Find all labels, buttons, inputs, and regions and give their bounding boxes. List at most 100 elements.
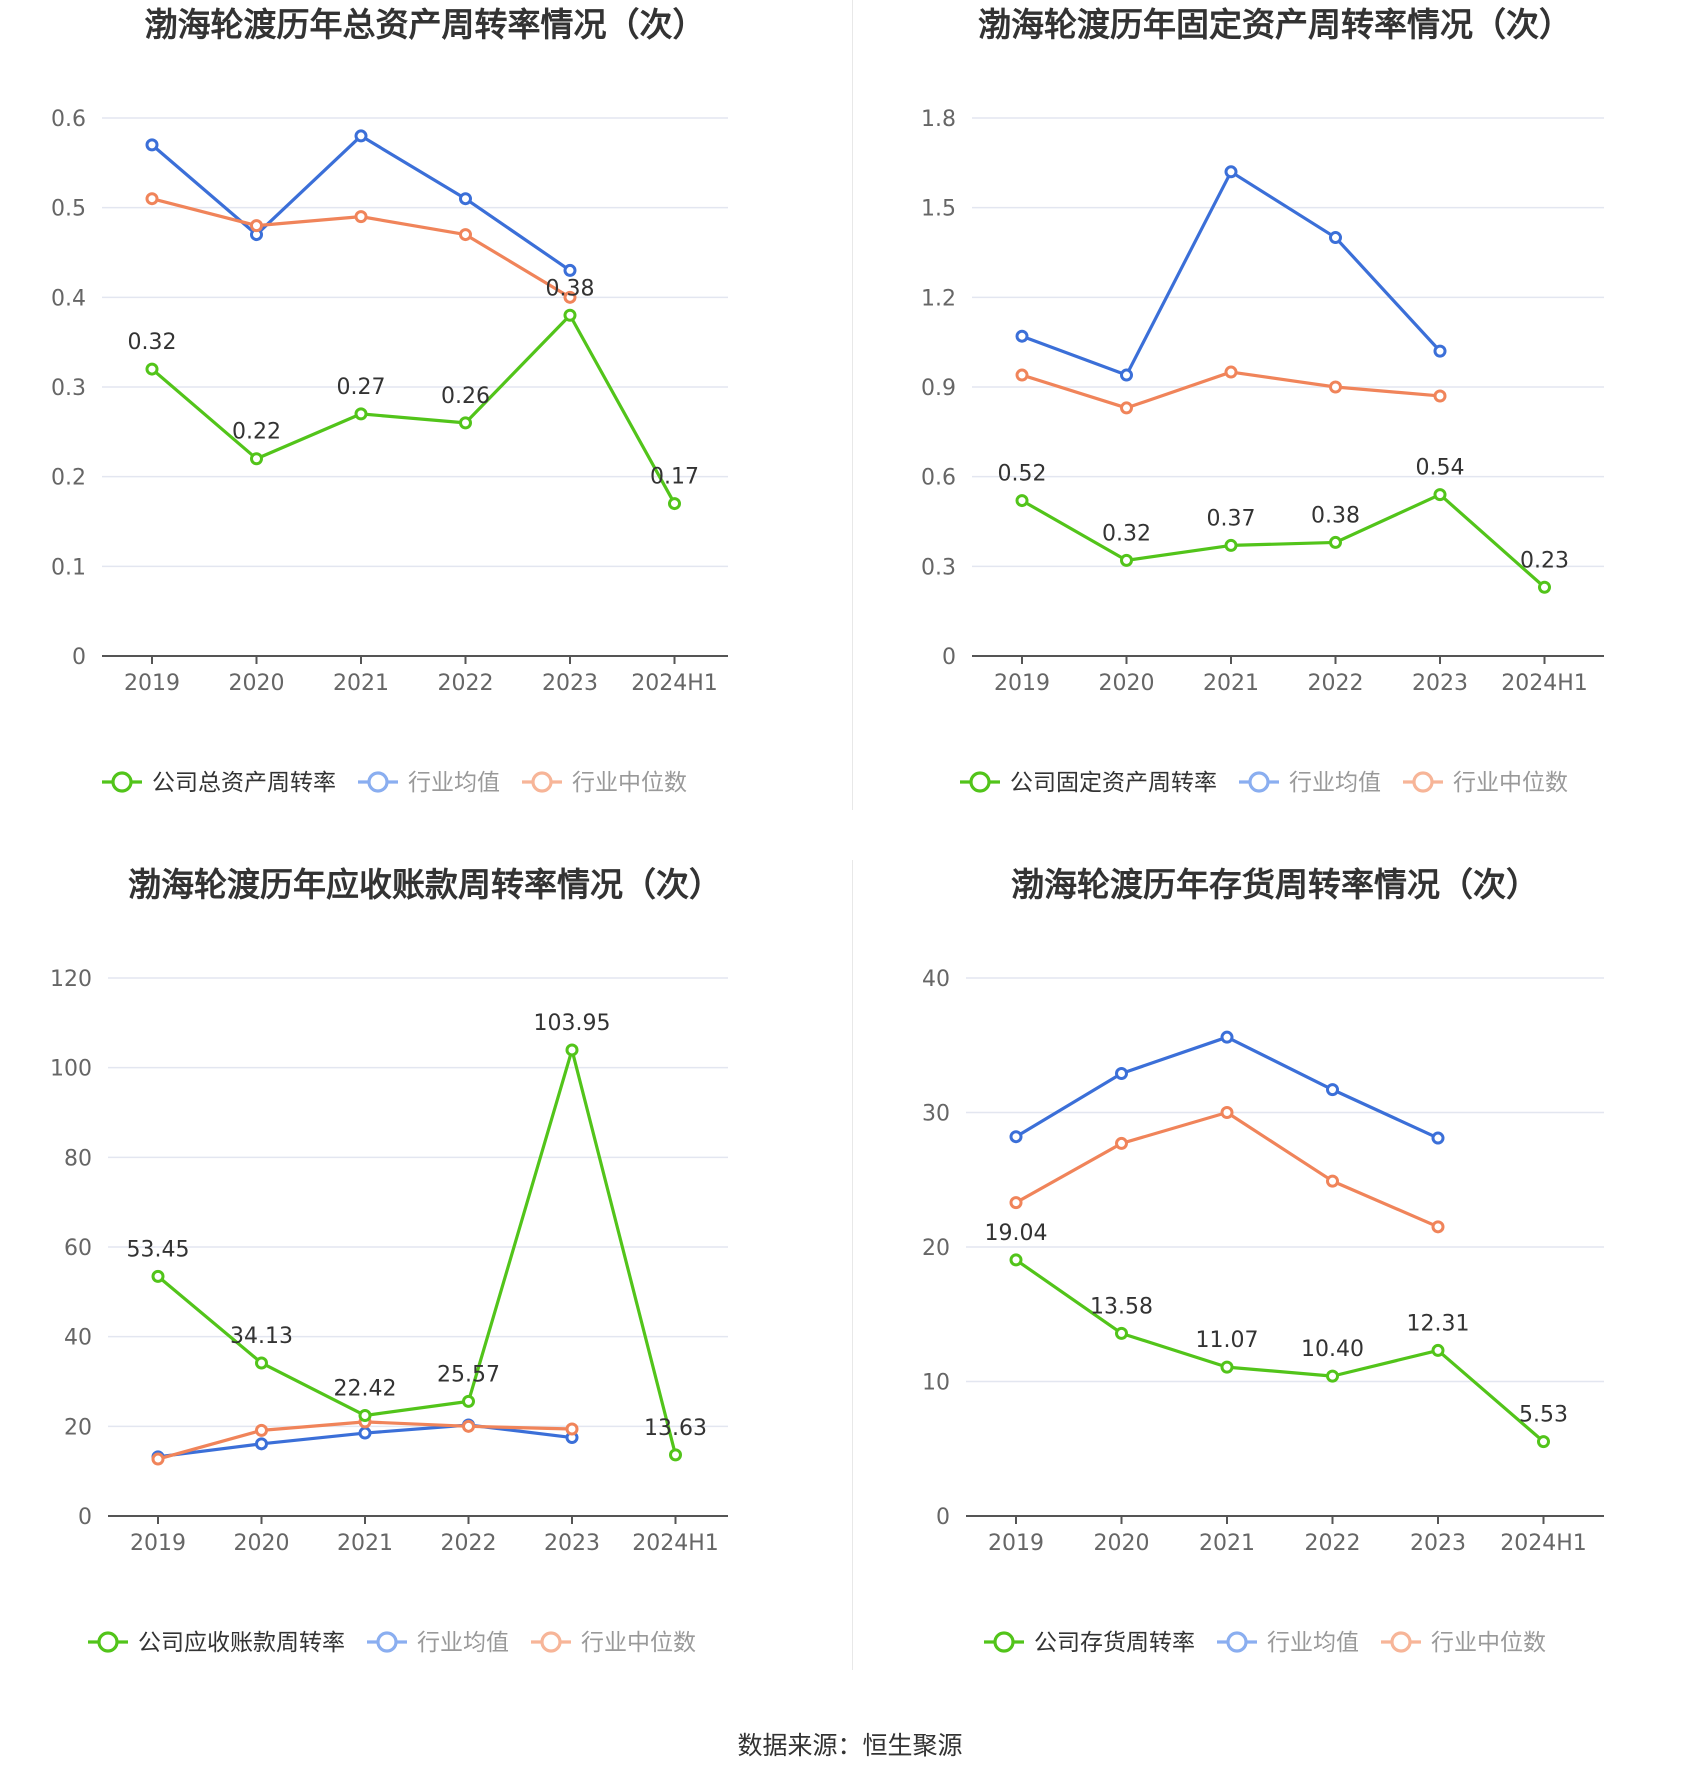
- x-tick-label: 2020: [1099, 671, 1155, 696]
- data-point-median: [1433, 389, 1447, 403]
- data-point-median: [145, 192, 159, 206]
- data-point-avg: [459, 192, 472, 206]
- y-tick-label: 0.4: [51, 286, 86, 311]
- data-point-company: [669, 1448, 682, 1462]
- y-tick-label: 1.5: [921, 197, 956, 222]
- x-tick-label: 2024H1: [1501, 671, 1588, 696]
- x-tick-label: 2021: [1199, 1531, 1255, 1556]
- legend-item-company: 公司固定资产周转率: [960, 770, 1217, 796]
- legend-marker-icon: [367, 771, 389, 793]
- y-tick-label: 100: [50, 1057, 92, 1082]
- chart-title: 渤海轮渡历年固定资产周转率情况（次）: [978, 5, 1572, 44]
- y-tick-label: 40: [64, 1326, 92, 1351]
- data-point-company: [255, 1356, 268, 1370]
- data-label: 13.63: [644, 1416, 707, 1441]
- x-tick-label: 2022: [1308, 671, 1364, 696]
- x-tick-label: 2019: [988, 1531, 1044, 1556]
- legend-label: 行业均值: [417, 1630, 509, 1656]
- data-point-avg: [1220, 1030, 1234, 1044]
- x-tick-label: 2019: [124, 671, 180, 696]
- data-label: 53.45: [127, 1237, 190, 1262]
- data-point-median: [1431, 1220, 1445, 1234]
- legend-item-avg: 行业均值: [1239, 770, 1381, 796]
- data-label: 0.32: [1102, 521, 1151, 546]
- data-point-company: [1009, 1253, 1023, 1267]
- y-tick-label: 0.6: [51, 107, 86, 132]
- data-point-median: [563, 290, 577, 304]
- data-point-avg: [1224, 165, 1238, 179]
- data-point-avg: [1115, 1066, 1128, 1080]
- data-point-median: [1009, 1196, 1023, 1210]
- y-tick-label: 30: [922, 1102, 950, 1127]
- x-tick-label: 2022: [1305, 1531, 1361, 1556]
- data-point-median: [255, 1423, 268, 1437]
- divider-top: [852, 0, 853, 810]
- data-point-avg: [1015, 329, 1029, 343]
- y-tick-label: 1.2: [921, 286, 956, 311]
- divider-bottom: [852, 860, 853, 1670]
- x-tick-label: 2020: [1094, 1531, 1150, 1556]
- data-point-median: [354, 210, 368, 224]
- data-point-company: [565, 1043, 579, 1057]
- chart-panel-total-asset-turnover: 渤海轮渡历年总资产周转率情况（次） 0 0.1 0.2 0.3 0.4 0.5 0.6 2019…: [0, 0, 850, 860]
- data-point-median: [459, 228, 472, 242]
- x-tick-label: 2020: [229, 671, 285, 696]
- legend-item-median: 行业中位数: [531, 1630, 696, 1656]
- legend-label: 行业均值: [408, 770, 500, 796]
- data-point-company: [1326, 1369, 1339, 1383]
- receivables-turnover-chart: 渤海轮渡历年应收账款周转率情况（次） 0 20 40 60 80 100 120 2019 202…: [50, 865, 728, 1656]
- data-label: 22.42: [334, 1376, 397, 1401]
- x-tick-label: 2023: [544, 1531, 600, 1556]
- inventory-turnover-chart: 渤海轮渡历年存货周转率情况（次） 0 10 20 30 40 2019 2020 2021 202…: [922, 865, 1604, 1656]
- y-tick-label: 20: [64, 1415, 92, 1440]
- y-tick-label: 40: [922, 967, 950, 992]
- legend-item-avg: 行业均值: [358, 770, 500, 796]
- data-label: 0.37: [1207, 506, 1256, 531]
- data-point-avg: [1120, 368, 1133, 382]
- y-tick-label: 10: [922, 1371, 950, 1396]
- legend-label: 公司应收账款周转率: [138, 1630, 345, 1656]
- legend-label: 行业中位数: [1431, 1630, 1546, 1656]
- x-tick-label: 2019: [994, 671, 1050, 696]
- data-point-company: [1115, 1326, 1128, 1340]
- data-point-company: [1537, 1435, 1550, 1449]
- data-point-company: [1433, 488, 1447, 502]
- data-label: 0.17: [650, 465, 699, 490]
- y-tick-label: 80: [64, 1146, 92, 1171]
- data-point-company: [145, 362, 159, 376]
- legend-label: 行业均值: [1289, 770, 1381, 796]
- legend-marker-icon: [540, 1631, 562, 1653]
- data-point-median: [1120, 401, 1133, 415]
- legend-marker-icon: [969, 771, 991, 793]
- data-label: 0.38: [1311, 503, 1360, 528]
- data-point-avg: [145, 138, 159, 152]
- data-point-median: [1220, 1106, 1234, 1119]
- data-point-avg: [1326, 1083, 1339, 1097]
- data-point-avg: [1329, 231, 1342, 245]
- x-tick-label: 2024H1: [1500, 1531, 1587, 1556]
- data-point-avg: [358, 1426, 372, 1440]
- y-tick-label: 0.9: [921, 376, 956, 401]
- chart-title: 渤海轮渡历年总资产周转率情况（次）: [145, 5, 706, 44]
- data-point-company: [1220, 1360, 1234, 1374]
- data-point-median: [1326, 1174, 1339, 1188]
- data-point-median: [250, 219, 263, 233]
- data-point-median: [1115, 1136, 1128, 1150]
- legend-label: 行业中位数: [581, 1630, 696, 1656]
- legend-marker-icon: [1390, 1631, 1412, 1653]
- y-tick-label: 1.8: [921, 107, 956, 132]
- data-point-company: [1538, 580, 1551, 594]
- data-point-median: [1224, 365, 1238, 379]
- series-line-avg: [1021, 170, 1442, 377]
- legend-item-median: 行业中位数: [1403, 770, 1568, 796]
- legend-label: 行业均值: [1267, 1630, 1359, 1656]
- x-tick-label: 2021: [337, 1531, 393, 1556]
- data-point-median: [1329, 380, 1342, 394]
- data-label: 0.54: [1416, 456, 1465, 481]
- legend-item-company: 公司总资产周转率: [102, 770, 336, 796]
- y-tick-label: 0.5: [51, 197, 86, 222]
- legend-marker-icon: [1248, 771, 1270, 793]
- y-tick-label: 120: [50, 967, 92, 992]
- data-point-company: [250, 452, 263, 466]
- y-tick-label: 0.6: [921, 466, 956, 491]
